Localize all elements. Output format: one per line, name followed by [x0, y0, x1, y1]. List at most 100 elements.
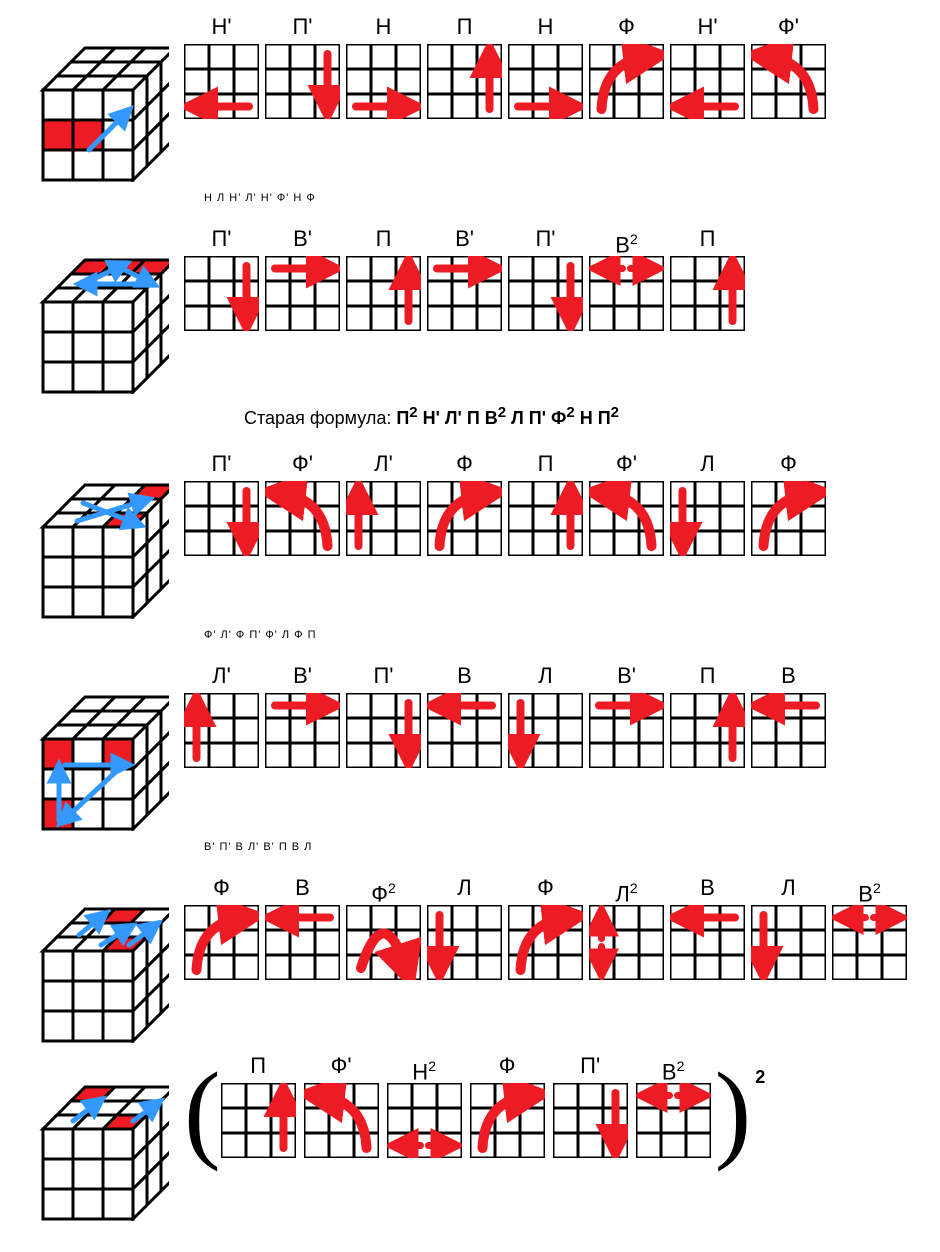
algorithm-row: П' В' П В' П' В2 П [14, 226, 926, 394]
move-label: Ф' [778, 14, 799, 40]
move-step: Н2 [387, 1053, 462, 1158]
move-label: П' [211, 451, 231, 477]
move-label: В' [293, 663, 312, 689]
inverse-annotation: Ф' Л' Ф П' Ф' Л Ф П [14, 629, 926, 641]
move-step: В2 [832, 875, 907, 980]
move-label: П [250, 1053, 266, 1079]
move-step: Ф' [751, 14, 826, 119]
move-step: В [751, 663, 826, 768]
move-step: П [221, 1053, 296, 1158]
move-step: П [427, 14, 502, 119]
steps: Н'П'НПНФН'Ф' [184, 14, 926, 119]
move-label: Л [781, 875, 795, 901]
move-label: П' [373, 663, 393, 689]
move-label: П [376, 226, 392, 252]
move-step: В' [589, 663, 664, 768]
move-step: П' [508, 226, 583, 331]
inverse-annotation: В' П' В Л' В' П В Л [14, 841, 926, 853]
cube-state [14, 226, 184, 394]
move-label: П [538, 451, 554, 477]
cube-state [14, 14, 184, 182]
move-label: Л' [374, 451, 393, 477]
move-step: Ф' [304, 1053, 379, 1158]
move-label: Ф2 [371, 875, 396, 901]
move-step: Ф2 [346, 875, 421, 980]
algorithm-row: Н'П'НПНФН'Ф' [14, 14, 926, 182]
move-step: П' [553, 1053, 628, 1158]
move-step: Ф [427, 451, 502, 556]
steps: (ПФ'Н2ФП'В2)2 [184, 1053, 926, 1158]
move-step: В [265, 875, 340, 980]
move-label: П' [580, 1053, 600, 1079]
move-step: В2 [589, 226, 664, 331]
move-step: Ф' [589, 451, 664, 556]
move-label: В' [455, 226, 474, 252]
move-label: В [457, 663, 472, 689]
move-label: П' [211, 226, 231, 252]
move-step: Н [346, 14, 421, 119]
algorithm-row: Л' В' П' В Л В' П В [14, 663, 926, 831]
move-step: В2 [636, 1053, 711, 1158]
move-step: П' [184, 226, 259, 331]
cube-state [14, 451, 184, 619]
move-label: Ф' [616, 451, 637, 477]
move-label: Л [538, 663, 552, 689]
algorithm-row: Ф В Ф2 Л Ф Л2 В Л В2 [14, 875, 926, 1043]
move-label: Н2 [412, 1053, 436, 1079]
move-label: Л [700, 451, 714, 477]
move-step: Ф [751, 451, 826, 556]
bracket-power: 2 [755, 1067, 765, 1088]
move-label: Н [538, 14, 554, 40]
move-label: П' [292, 14, 312, 40]
move-label: Н' [211, 14, 231, 40]
move-label: Ф [456, 451, 473, 477]
move-label: В2 [615, 226, 637, 252]
move-step: Ф' [265, 451, 340, 556]
move-label: В' [293, 226, 312, 252]
move-step: П' [265, 14, 340, 119]
move-step: Л' [184, 663, 259, 768]
move-label: Ф [499, 1053, 516, 1079]
steps: Л' В' П' В Л В' П В [184, 663, 926, 768]
move-step: В' [427, 226, 502, 331]
move-step: В' [265, 663, 340, 768]
move-step: П [670, 663, 745, 768]
move-step: Л [670, 451, 745, 556]
move-step: П [508, 451, 583, 556]
move-step: Л [427, 875, 502, 980]
move-step: П [670, 226, 745, 331]
move-label: В2 [662, 1053, 684, 1079]
move-label: П [700, 226, 716, 252]
move-label: Ф [618, 14, 635, 40]
move-label: П [700, 663, 716, 689]
move-step: Л [508, 663, 583, 768]
move-step: В [670, 875, 745, 980]
move-label: Н' [697, 14, 717, 40]
move-step: Л [751, 875, 826, 980]
move-step: Л' [346, 451, 421, 556]
inverse-annotation: Н Л Н' Л' Н' Ф' Н Ф [14, 192, 926, 204]
move-label: В [781, 663, 796, 689]
move-label: Ф' [331, 1053, 352, 1079]
move-step: Л2 [589, 875, 664, 980]
move-label: В [700, 875, 715, 901]
move-label: Л2 [615, 875, 637, 901]
bracket-open: ( [184, 1071, 221, 1151]
move-step: Ф [184, 875, 259, 980]
cube-state [14, 875, 184, 1043]
move-step: Н' [184, 14, 259, 119]
cube-state [14, 1053, 184, 1221]
move-label: Ф [537, 875, 554, 901]
move-step: П' [184, 451, 259, 556]
move-step: Ф [589, 14, 664, 119]
move-label: Ф [780, 451, 797, 477]
move-label: Ф [213, 875, 230, 901]
move-label: В [295, 875, 310, 901]
move-step: В [427, 663, 502, 768]
move-label: Л [457, 875, 471, 901]
move-step: Ф [470, 1053, 545, 1158]
algorithm-row: (ПФ'Н2ФП'В2)2 [14, 1053, 926, 1221]
move-label: Л' [212, 663, 231, 689]
move-step: П' [346, 663, 421, 768]
move-label: В' [617, 663, 636, 689]
